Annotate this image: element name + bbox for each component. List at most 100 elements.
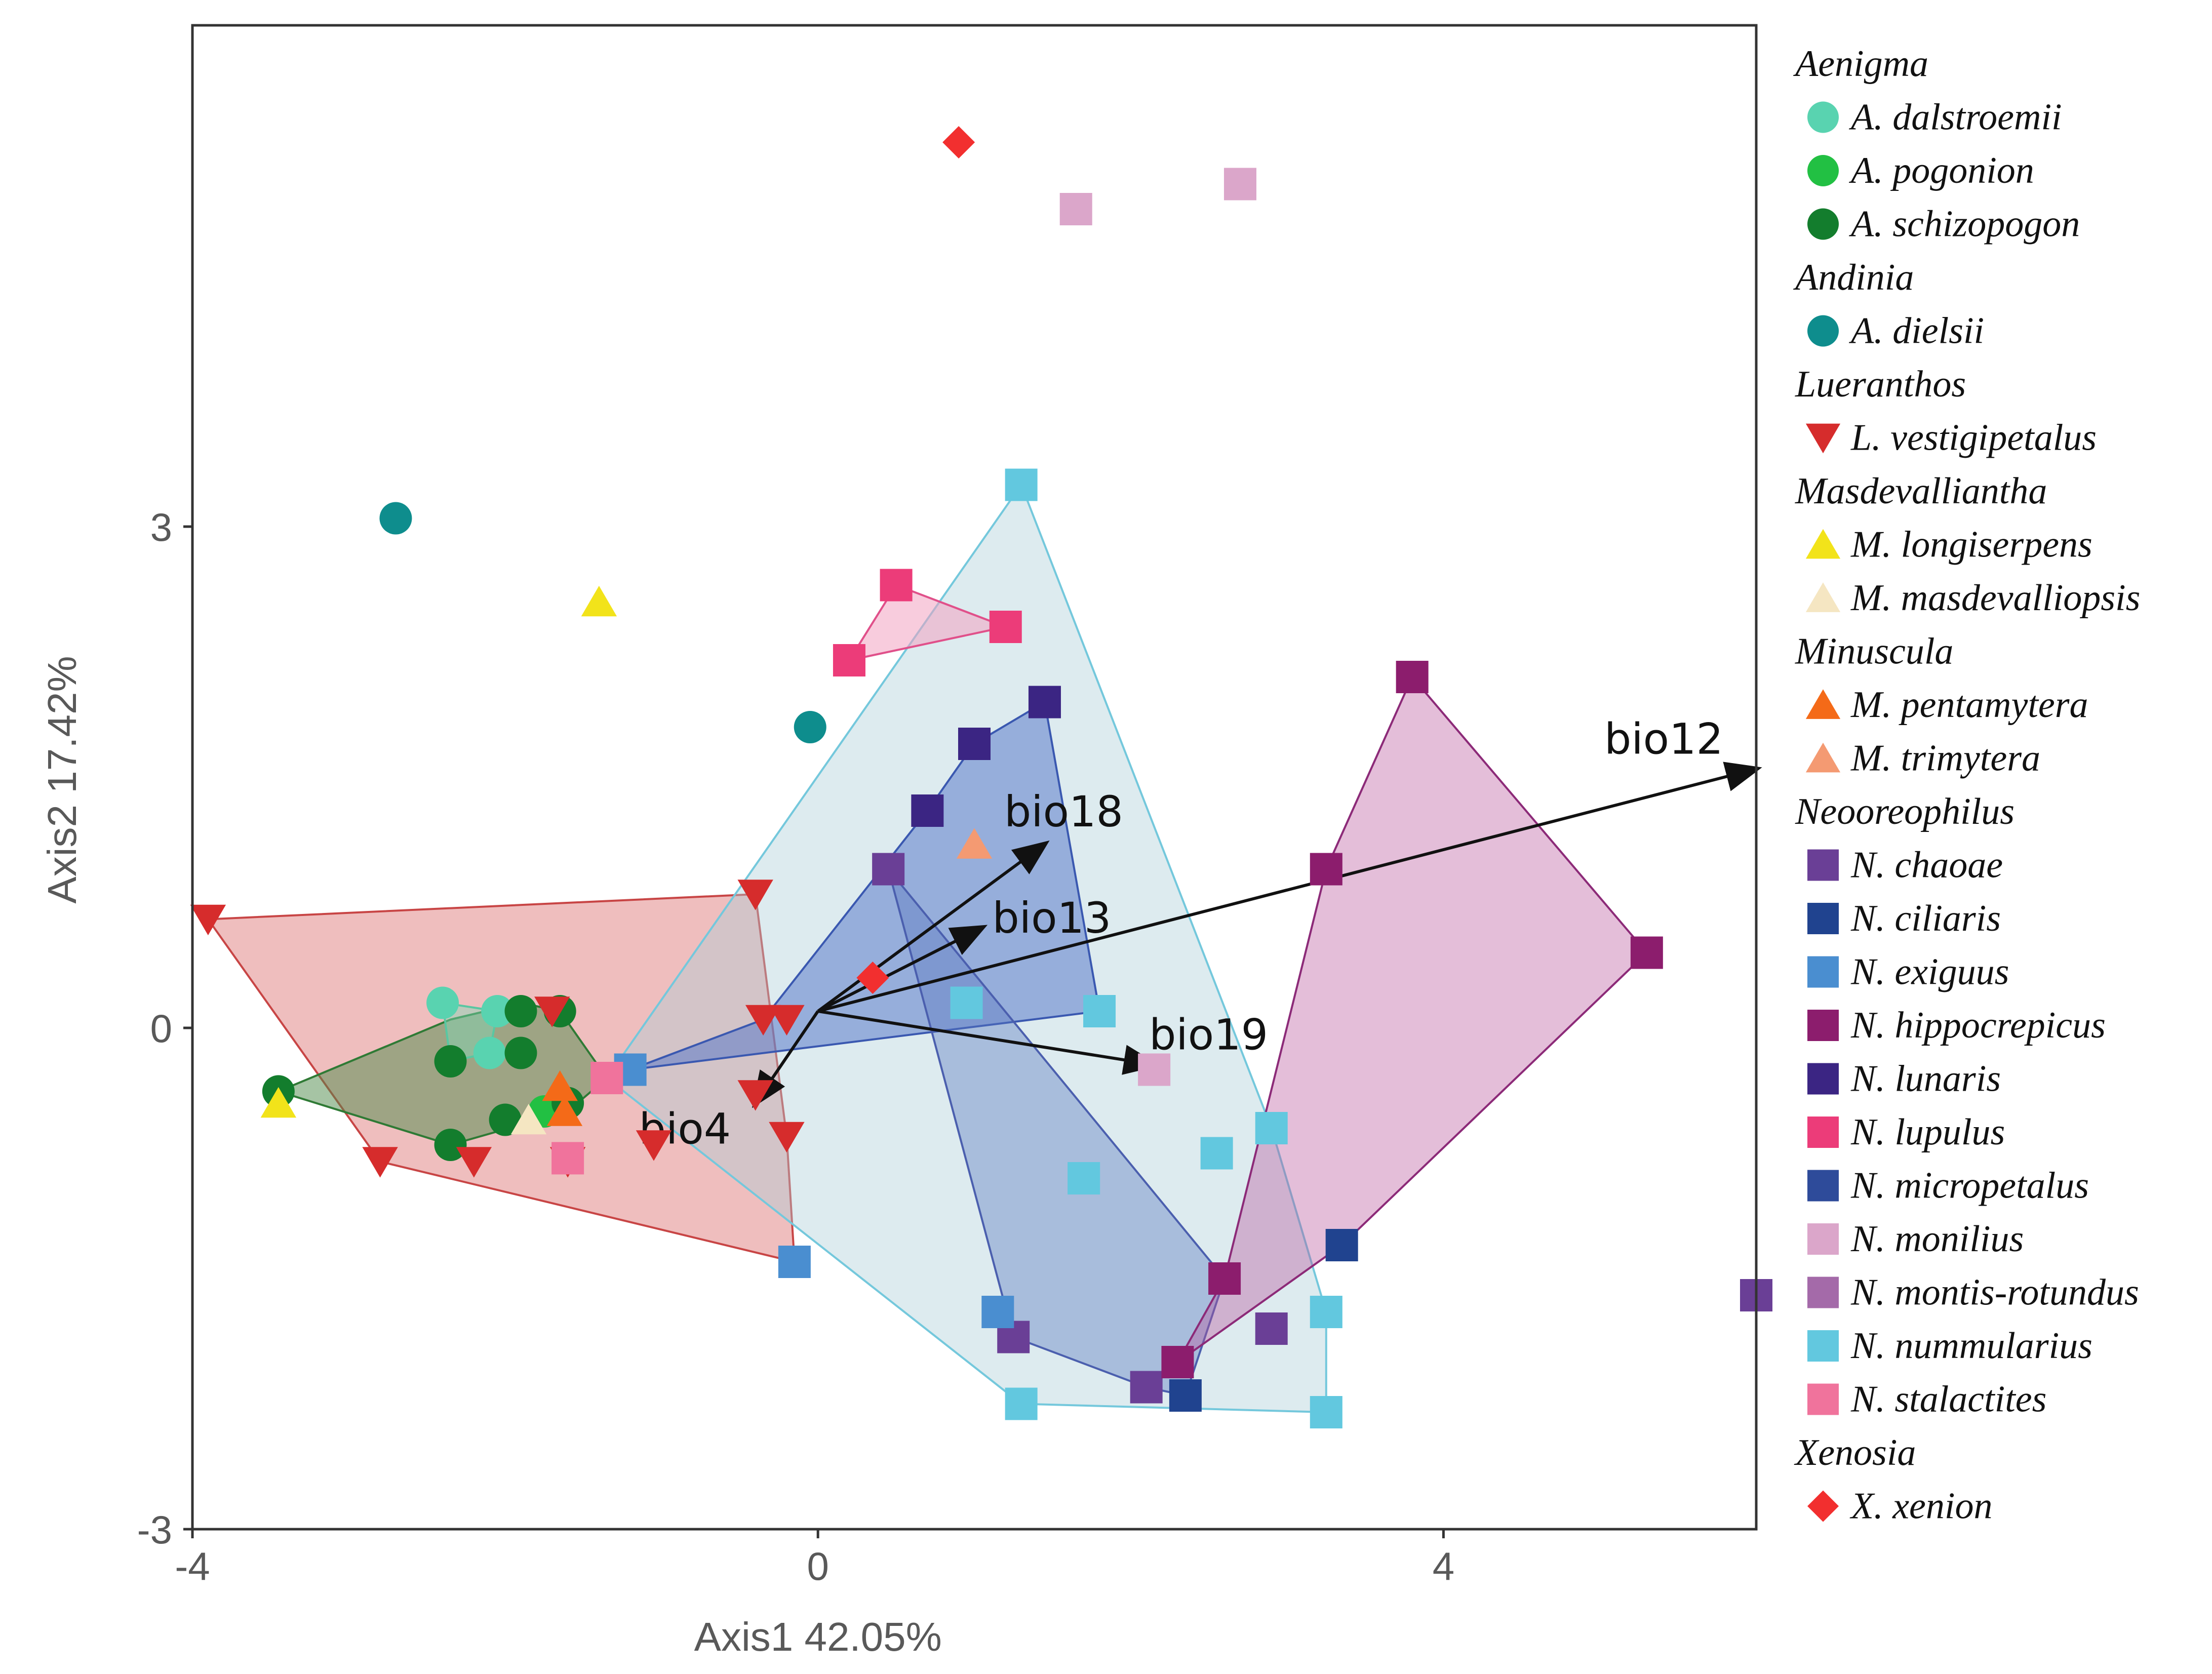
vector-bio13 xyxy=(817,925,988,1013)
legend-label-n-montis-rotundus: N. montis-rotundus xyxy=(1850,1272,2139,1313)
vector-bio18 xyxy=(817,840,1050,1013)
point-a-schizopogon xyxy=(504,1037,537,1069)
legend-label-l-vestigipetalus: L. vestigipetalus xyxy=(1850,417,2097,459)
legend-marker-x-xenion xyxy=(1807,1490,1839,1522)
point-n-lupulus xyxy=(833,644,865,676)
point-n-nummularius xyxy=(1068,1162,1100,1194)
vector-bio19 xyxy=(817,1010,1160,1075)
legend-genus-masdevalliantha: Masdevalliantha xyxy=(1795,470,2047,512)
point-n-hippocrepicus xyxy=(1630,936,1663,969)
point-l-vestigipetalus xyxy=(636,1130,672,1161)
legend-label-a-pogonion: A. pogonion xyxy=(1848,150,2034,191)
point-l-vestigipetalus xyxy=(456,1147,492,1178)
legend-label-n-exiguus: N. exiguus xyxy=(1850,951,2009,993)
point-n-nummularius xyxy=(1005,1387,1038,1420)
point-n-chaoae xyxy=(1255,1312,1288,1345)
legend-marker-n-ciliaris xyxy=(1807,903,1839,934)
x-axis-ticks: -4 0 4 xyxy=(175,1529,1454,1588)
point-a-dalstroemii xyxy=(473,1037,506,1069)
point-n-lupulus xyxy=(880,569,913,602)
point-l-vestigipetalus xyxy=(769,1005,805,1036)
point-n-ciliaris xyxy=(1169,1379,1202,1412)
point-n-stalactites xyxy=(551,1142,584,1175)
point-n-chaoae xyxy=(1130,1371,1163,1404)
x-tick-label: 0 xyxy=(807,1544,829,1588)
legend-label-n-micropetalus: N. micropetalus xyxy=(1850,1165,2089,1207)
vector-label-bio19: bio19 xyxy=(1149,1010,1268,1060)
point-n-hippocrepicus xyxy=(1310,853,1342,886)
legend-marker-n-monilius xyxy=(1807,1223,1839,1255)
legend-marker-n-micropetalus xyxy=(1807,1170,1839,1202)
y-tick-label: -3 xyxy=(137,1507,172,1552)
legend-marker-m-masdevalliopsis xyxy=(1805,582,1841,612)
point-a-dalstroemii xyxy=(481,995,514,1027)
legend-marker-n-nummularius xyxy=(1807,1330,1839,1362)
legend-label-m-masdevalliopsis: M. masdevalliopsis xyxy=(1850,577,2140,619)
point-m-longiserpens xyxy=(581,585,617,617)
point-a-schizopogon xyxy=(434,1045,467,1078)
legend-label-a-dielsii: A. dielsii xyxy=(1848,310,1984,352)
point-layer xyxy=(190,126,1772,1428)
point-n-nummularius xyxy=(950,986,983,1019)
point-l-vestigipetalus xyxy=(534,997,570,1027)
vector-bio12 xyxy=(817,762,1762,1013)
y-axis-ticks: -3 0 3 xyxy=(137,505,192,1552)
y-axis-label: Axis2 17.42% xyxy=(40,656,85,903)
point-n-nummularius xyxy=(1005,468,1038,501)
legend-label-n-lupulus: N. lupulus xyxy=(1850,1111,2005,1153)
legend-genus-lueranthos: Lueranthos xyxy=(1795,364,1966,405)
vector-label-bio18: bio18 xyxy=(1004,787,1123,836)
legend-genus-minuscula: Minuscula xyxy=(1795,631,1953,672)
legend-label-a-schizopogon: A. schizopogon xyxy=(1848,204,2080,245)
legend-marker-a-dalstroemii xyxy=(1807,101,1839,133)
point-n-nummularius xyxy=(1255,1112,1288,1144)
legend-marker-n-lupulus xyxy=(1807,1117,1839,1148)
point-l-vestigipetalus xyxy=(769,1122,805,1153)
point-n-hippocrepicus xyxy=(1396,661,1429,693)
legend-marker-a-pogonion xyxy=(1807,155,1839,186)
point-n-nummularius xyxy=(1310,1296,1342,1328)
point-n-exiguus xyxy=(778,1246,811,1278)
legend-marker-m-trimytera xyxy=(1805,742,1841,773)
legend-label-n-stalactites: N. stalactites xyxy=(1850,1379,2046,1420)
legend-marker-n-hippocrepicus xyxy=(1807,1010,1839,1041)
point-m-masdevalliopsis xyxy=(510,1103,547,1135)
point-n-nummularius xyxy=(1310,1396,1342,1428)
legend-marker-n-chaoae xyxy=(1807,849,1839,881)
point-n-monilius xyxy=(1059,193,1092,225)
legend-marker-n-montis-rotundus xyxy=(1807,1277,1839,1308)
legend-label-n-hippocrepicus: N. hippocrepicus xyxy=(1850,1005,2106,1046)
legend-genus-neooreophilus: Neooreophilus xyxy=(1795,791,2014,832)
legend-marker-m-longiserpens xyxy=(1805,529,1841,559)
x-tick-label: -4 xyxy=(175,1544,210,1588)
legend-label-x-xenion: X. xenion xyxy=(1849,1486,1992,1527)
legend-marker-a-schizopogon xyxy=(1807,208,1839,240)
legend-label-m-pentamytera: M. pentamytera xyxy=(1850,684,2088,726)
point-n-lunaris xyxy=(1028,686,1061,719)
legend-label-n-chaoae: N. chaoae xyxy=(1850,845,2003,886)
point-x-xenion xyxy=(942,126,975,158)
point-n-monilius xyxy=(1138,1053,1171,1086)
point-n-lunaris xyxy=(958,728,991,760)
point-l-vestigipetalus xyxy=(362,1147,398,1178)
legend-marker-l-vestigipetalus xyxy=(1805,423,1841,454)
point-m-longiserpens xyxy=(260,1087,297,1118)
legend-genus-andinia: Andinia xyxy=(1793,257,1914,298)
legend-genus-xenosia: Xenosia xyxy=(1794,1432,1916,1473)
legend-label-m-longiserpens: M. longiserpens xyxy=(1850,524,2092,566)
point-l-vestigipetalus xyxy=(737,880,773,910)
plot-frame xyxy=(191,24,1758,1531)
legend-label-n-lunaris: N. lunaris xyxy=(1850,1058,2001,1100)
point-n-ciliaris xyxy=(1325,1229,1358,1261)
point-n-nummularius xyxy=(1200,1137,1233,1170)
legend-label-a-dalstroemii: A. dalstroemii xyxy=(1848,97,2062,138)
legend-genus-aenigma: Aenigma xyxy=(1793,43,1928,85)
point-n-exiguus xyxy=(981,1296,1014,1328)
point-n-monilius xyxy=(1223,168,1256,201)
y-tick-label: 0 xyxy=(150,1006,172,1051)
legend-label-n-monilius: N. monilius xyxy=(1850,1218,2024,1260)
point-a-schizopogon xyxy=(504,995,537,1027)
hull-n-lupulus-hull xyxy=(848,584,1007,661)
legend-marker-n-lunaris xyxy=(1807,1063,1839,1095)
legend-marker-n-exiguus xyxy=(1807,956,1839,988)
